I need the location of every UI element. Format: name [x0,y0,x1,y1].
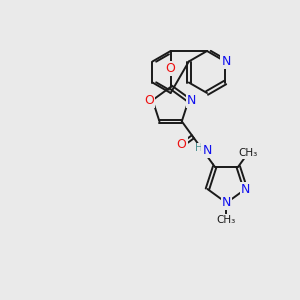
Text: N: N [241,182,250,196]
Text: CH₃: CH₃ [217,215,236,225]
Text: N: N [222,196,231,209]
Text: N: N [187,94,196,106]
Text: O: O [177,139,187,152]
Text: O: O [166,61,176,74]
Text: O: O [145,94,154,106]
Text: CH₃: CH₃ [238,148,258,158]
Text: N: N [202,144,212,157]
Text: H: H [195,143,203,154]
Text: N: N [221,55,231,68]
